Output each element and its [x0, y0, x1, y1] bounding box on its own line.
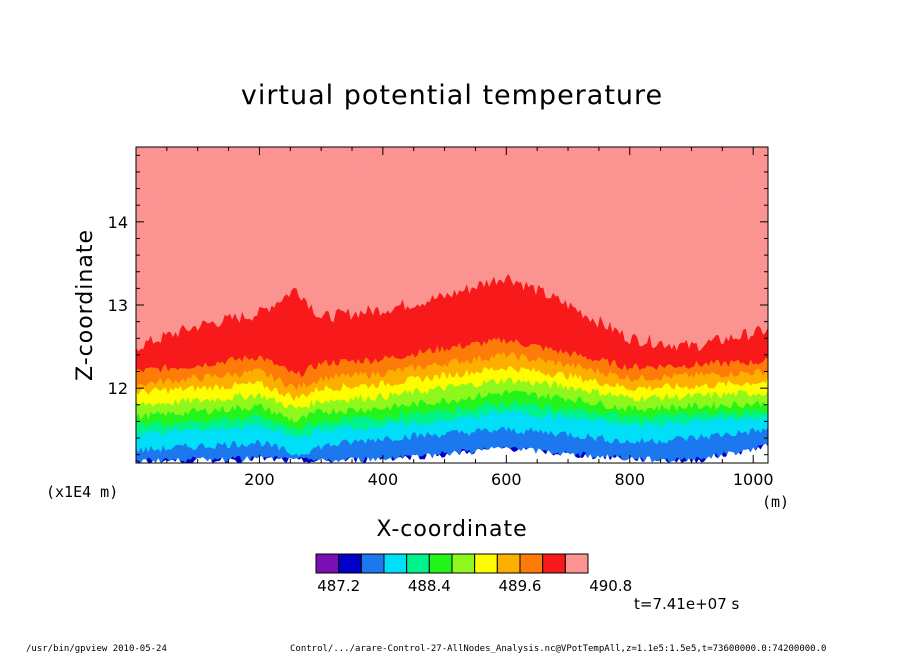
y-tick-label: 13	[108, 296, 128, 315]
x-tick-label: 600	[491, 470, 522, 489]
x-axis-title: X-coordinate	[376, 517, 527, 542]
x-unit-label: (m)	[762, 493, 789, 511]
colorbar-swatch	[451, 553, 476, 574]
colorbar-tick-label: 487.2	[317, 577, 360, 595]
colorbar-swatch	[496, 553, 521, 574]
colorbar-swatch	[360, 553, 385, 574]
y-tick-label: 14	[108, 213, 128, 232]
colorbar-swatch	[428, 553, 453, 574]
colorbar	[315, 553, 589, 574]
y-axis-ticks: 12 13 14	[108, 154, 768, 456]
colorbar-swatch	[315, 553, 340, 574]
colorbar-swatch	[564, 553, 589, 574]
x-tick-label: 200	[244, 470, 275, 489]
contour-fill-bands	[136, 147, 768, 463]
band-below-min	[136, 443, 768, 463]
colorbar-swatch	[406, 553, 430, 574]
footer-right: Control/.../arare-Control-27-AllNodes_An…	[290, 644, 826, 654]
colorbar-tick-label: 490.8	[589, 577, 632, 595]
y-axis-title: Z-coordinate	[73, 229, 98, 381]
colorbar-swatch	[338, 553, 362, 574]
colorbar-swatch	[519, 553, 544, 574]
colorbar-swatch	[474, 553, 498, 574]
time-label: t=7.41e+07 s	[634, 595, 740, 613]
colorbar-swatch	[383, 553, 408, 574]
x-tick-label: 400	[368, 470, 399, 489]
band-below-487-2	[136, 442, 768, 463]
x-axis-ticks: 200 400 600 800 1000	[166, 147, 774, 489]
colorbar-labels: 487.2 488.4 489.6 490.8	[317, 577, 632, 595]
band-below-487-5	[136, 426, 768, 463]
chart-title: virtual potential temperature	[241, 80, 663, 111]
x-tick-label: 1000	[733, 470, 774, 489]
footer-left: /usr/bin/gpview 2010-05-24	[26, 644, 167, 654]
colorbar-swatch	[542, 553, 566, 574]
x-tick-label: 800	[614, 470, 645, 489]
y-unit-label: (x1E4 m)	[46, 483, 118, 501]
y-tick-label: 12	[108, 379, 128, 398]
colorbar-tick-label: 489.6	[499, 577, 542, 595]
colorbar-tick-label: 488.4	[408, 577, 451, 595]
